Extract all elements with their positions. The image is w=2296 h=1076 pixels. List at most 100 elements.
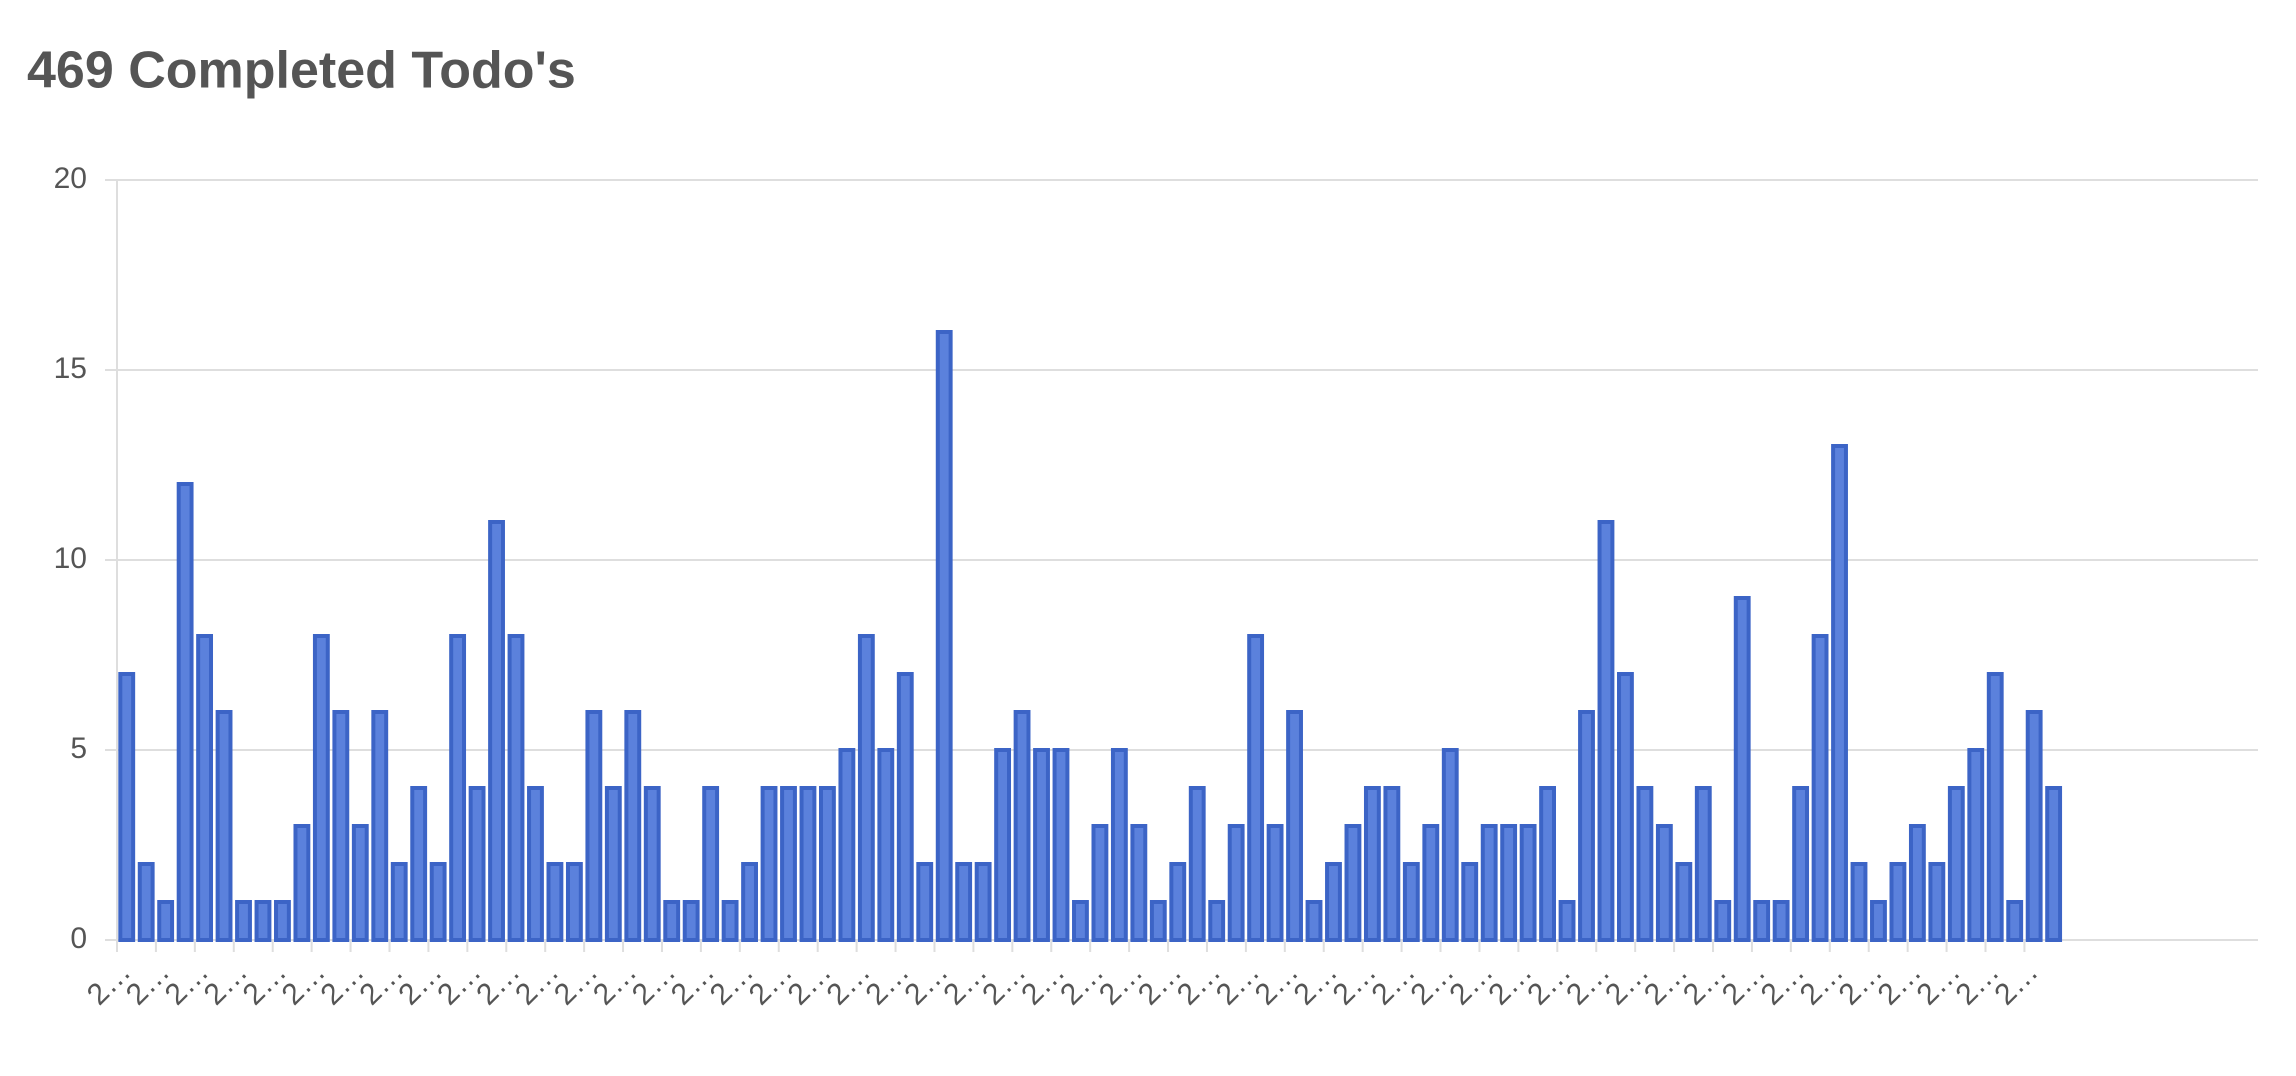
bar bbox=[799, 786, 817, 942]
bar bbox=[254, 900, 272, 942]
bar bbox=[877, 748, 895, 942]
bar bbox=[935, 330, 953, 942]
bar bbox=[1402, 862, 1420, 942]
bar bbox=[429, 862, 447, 942]
bar bbox=[118, 672, 136, 942]
bar bbox=[760, 786, 778, 942]
bar bbox=[1655, 824, 1673, 942]
bar bbox=[2045, 786, 2063, 942]
bar bbox=[1675, 862, 1693, 942]
bar bbox=[1500, 824, 1518, 942]
bar bbox=[1811, 634, 1829, 942]
chart-title: 469 Completed Todo's bbox=[27, 42, 576, 100]
bar bbox=[1870, 900, 1887, 942]
bar bbox=[1519, 824, 1537, 942]
bar bbox=[2006, 900, 2024, 942]
bar bbox=[449, 634, 467, 942]
bar bbox=[1247, 634, 1265, 942]
bar bbox=[2025, 710, 2043, 942]
bar bbox=[507, 634, 525, 942]
bar bbox=[1208, 900, 1226, 942]
bar bbox=[546, 862, 564, 942]
bar bbox=[1578, 710, 1595, 942]
bar bbox=[1130, 824, 1148, 942]
bar bbox=[1052, 748, 1070, 942]
bar bbox=[1013, 710, 1031, 942]
bar bbox=[1480, 824, 1498, 942]
bar bbox=[1947, 786, 1965, 942]
bar bbox=[896, 672, 914, 942]
bar bbox=[838, 748, 856, 942]
bar bbox=[410, 786, 428, 942]
bar bbox=[1325, 862, 1342, 942]
bar bbox=[1422, 824, 1440, 942]
bar bbox=[1967, 748, 1985, 942]
bar bbox=[1091, 824, 1109, 942]
bar bbox=[1266, 824, 1284, 942]
bar bbox=[702, 786, 720, 942]
bar bbox=[351, 824, 369, 942]
y-tick-label: 5 bbox=[70, 732, 87, 765]
bar bbox=[1986, 672, 2004, 942]
bar bbox=[741, 862, 758, 942]
y-tick-label: 0 bbox=[70, 922, 87, 955]
bar bbox=[604, 786, 622, 942]
bar bbox=[955, 862, 973, 942]
bar bbox=[1383, 786, 1401, 942]
bar bbox=[215, 710, 233, 942]
bar bbox=[916, 862, 934, 942]
bar bbox=[663, 900, 681, 942]
bar bbox=[1169, 862, 1187, 942]
bar bbox=[1344, 824, 1362, 942]
bar bbox=[1149, 900, 1167, 942]
bar bbox=[176, 482, 194, 942]
bar bbox=[468, 786, 486, 942]
bar bbox=[274, 900, 291, 942]
bar bbox=[1363, 786, 1381, 942]
bar bbox=[1110, 748, 1128, 942]
bar bbox=[137, 862, 155, 942]
bar bbox=[1733, 596, 1751, 942]
x-tick-label: 2… bbox=[1988, 955, 2044, 1011]
bar bbox=[312, 634, 330, 942]
y-tick-label: 10 bbox=[54, 542, 87, 575]
bar bbox=[1772, 900, 1790, 942]
bar bbox=[682, 900, 700, 942]
bar bbox=[585, 710, 603, 942]
bar bbox=[1227, 824, 1245, 942]
bar bbox=[1305, 900, 1323, 942]
bar bbox=[390, 862, 408, 942]
bar bbox=[1286, 710, 1303, 942]
bar bbox=[196, 634, 214, 942]
bar bbox=[1889, 862, 1907, 942]
bar bbox=[157, 900, 175, 942]
bar bbox=[1033, 748, 1050, 942]
bar bbox=[1850, 862, 1868, 942]
bar bbox=[371, 710, 389, 942]
bar bbox=[332, 710, 350, 942]
bar bbox=[1461, 862, 1479, 942]
bar bbox=[565, 862, 583, 942]
bar bbox=[643, 786, 661, 942]
bar bbox=[818, 786, 836, 942]
bar bbox=[1636, 786, 1654, 942]
bar bbox=[527, 786, 544, 942]
y-tick-label: 15 bbox=[54, 352, 87, 385]
bar bbox=[1753, 900, 1771, 942]
bar bbox=[235, 900, 252, 942]
bar bbox=[1908, 824, 1926, 942]
bar bbox=[293, 824, 311, 942]
bar bbox=[1597, 520, 1615, 942]
bar bbox=[624, 710, 642, 942]
bar bbox=[1188, 786, 1206, 942]
bar bbox=[488, 520, 505, 942]
y-tick-label: 20 bbox=[54, 162, 87, 195]
bar bbox=[1072, 900, 1089, 942]
bar bbox=[780, 786, 797, 942]
bar bbox=[1539, 786, 1557, 942]
bar bbox=[1617, 672, 1634, 942]
bar bbox=[721, 900, 739, 942]
bar bbox=[974, 862, 992, 942]
bar bbox=[1792, 786, 1810, 942]
